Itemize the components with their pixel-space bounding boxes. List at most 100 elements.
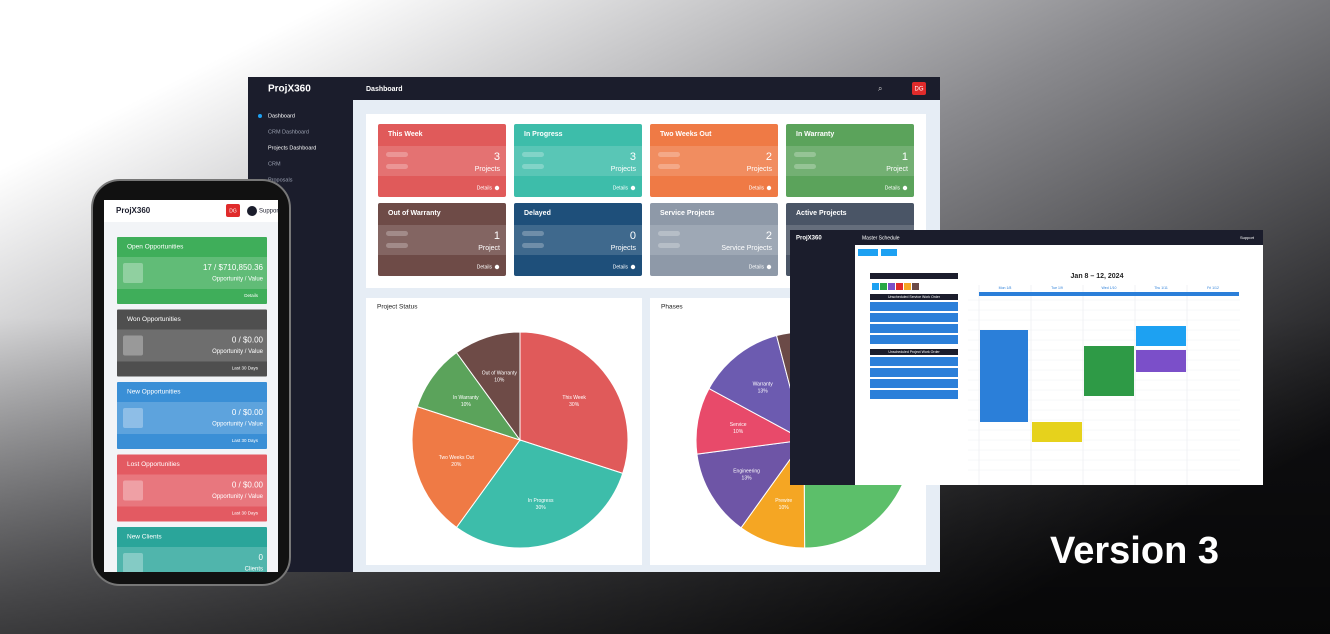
slice-value: 10% bbox=[494, 378, 505, 384]
card-link[interactable]: Last 30 Days bbox=[232, 438, 259, 443]
event[interactable] bbox=[980, 330, 1028, 422]
card-body bbox=[378, 146, 506, 176]
employee-chip[interactable] bbox=[912, 283, 919, 290]
link-icon[interactable] bbox=[630, 264, 636, 270]
employee-chip[interactable] bbox=[904, 283, 911, 290]
pill bbox=[522, 164, 544, 169]
card-link[interactable]: Last 30 Days bbox=[232, 511, 259, 516]
pill bbox=[386, 152, 408, 157]
button[interactable] bbox=[858, 249, 878, 256]
sidebar-item[interactable]: CRM Dashboard bbox=[268, 129, 309, 135]
header-title: Dashboard bbox=[366, 86, 403, 93]
card-body bbox=[117, 257, 267, 289]
avatar: DG bbox=[915, 87, 924, 93]
slice-value: 30% bbox=[569, 402, 580, 408]
card bbox=[117, 454, 267, 522]
search-icon[interactable]: ⌕ bbox=[878, 84, 882, 93]
card-count: 1 bbox=[902, 151, 908, 163]
card bbox=[378, 124, 506, 197]
support[interactable]: Support bbox=[1240, 235, 1255, 240]
card-body bbox=[514, 225, 642, 255]
card-title: This Week bbox=[388, 131, 423, 138]
event[interactable] bbox=[1136, 350, 1186, 372]
work-order[interactable] bbox=[870, 324, 958, 333]
link-icon[interactable] bbox=[766, 185, 772, 191]
card-unit: Projects bbox=[747, 166, 773, 173]
slice-label: Service bbox=[730, 422, 747, 428]
link-icon[interactable] bbox=[902, 185, 908, 191]
event[interactable] bbox=[1084, 346, 1134, 396]
employee-chip[interactable] bbox=[872, 283, 879, 290]
card-link[interactable]: Details bbox=[749, 185, 765, 191]
pie-slice bbox=[696, 439, 806, 529]
work-order[interactable] bbox=[870, 368, 958, 377]
slice-label: Engineering bbox=[733, 469, 760, 475]
card-unit: Project bbox=[478, 245, 500, 252]
card-title: Lost Opportunities bbox=[127, 461, 181, 468]
button[interactable] bbox=[881, 249, 897, 256]
pill bbox=[522, 152, 544, 157]
card-value: 0 bbox=[259, 553, 264, 562]
pill bbox=[658, 231, 680, 236]
card-count: 0 bbox=[630, 230, 636, 242]
sidebar-item[interactable]: CRM bbox=[268, 161, 281, 167]
card-title: Delayed bbox=[524, 210, 551, 217]
card-link[interactable]: Details bbox=[244, 293, 259, 298]
card-link[interactable]: Details bbox=[885, 185, 901, 191]
event[interactable] bbox=[1032, 422, 1082, 442]
work-order[interactable] bbox=[870, 390, 958, 399]
work-order[interactable] bbox=[870, 379, 958, 388]
bullet bbox=[258, 114, 262, 118]
card-icon bbox=[123, 553, 143, 572]
card-count: 3 bbox=[630, 151, 636, 163]
card bbox=[117, 309, 267, 377]
card-subtitle: Clients bbox=[245, 567, 263, 573]
sidebar-item[interactable]: Projects Dashboard bbox=[268, 145, 316, 151]
card-body bbox=[786, 146, 914, 176]
card-body bbox=[514, 146, 642, 176]
employee-chip[interactable] bbox=[888, 283, 895, 290]
work-order[interactable] bbox=[870, 335, 958, 344]
help-icon[interactable] bbox=[247, 206, 257, 216]
card-body bbox=[650, 225, 778, 255]
card bbox=[117, 382, 267, 449]
work-order[interactable] bbox=[870, 313, 958, 322]
link-icon[interactable] bbox=[494, 185, 500, 191]
link-icon[interactable] bbox=[630, 185, 636, 191]
card-subtitle: Opportunity / Value bbox=[212, 349, 264, 355]
day-header: Mon 1/8 bbox=[999, 286, 1012, 290]
sidebar-item[interactable]: Proposals bbox=[268, 177, 293, 183]
phone: ProjX360 DG Support Open Opportunities 17… bbox=[91, 179, 291, 586]
employee-chip[interactable] bbox=[896, 283, 903, 290]
work-order[interactable] bbox=[870, 302, 958, 311]
card-link[interactable]: Details bbox=[613, 264, 629, 270]
card-title: Out of Warranty bbox=[388, 210, 441, 217]
pill bbox=[658, 243, 680, 248]
card-body bbox=[117, 474, 267, 507]
card bbox=[378, 203, 506, 276]
day-header: Fri 1/12 bbox=[1207, 286, 1219, 290]
card-title: Two Weeks Out bbox=[660, 131, 712, 138]
support[interactable]: Support bbox=[259, 209, 280, 215]
work-order[interactable] bbox=[870, 357, 958, 366]
card-link[interactable]: Details bbox=[477, 264, 493, 270]
slice-value: 20% bbox=[451, 462, 462, 468]
pill bbox=[386, 164, 408, 169]
card-link[interactable]: Details bbox=[613, 185, 629, 191]
card-link[interactable]: Details bbox=[749, 264, 765, 270]
employee-chip[interactable] bbox=[880, 283, 887, 290]
day-header: Wed 1/10 bbox=[1102, 286, 1117, 290]
sidebar-item[interactable]: Dashboard bbox=[268, 113, 295, 119]
title: Master Schedule bbox=[862, 235, 900, 241]
day-header: Tue 1/9 bbox=[1051, 286, 1063, 290]
link-icon[interactable] bbox=[494, 264, 500, 270]
card-icon bbox=[123, 263, 143, 283]
slice-value: 13% bbox=[742, 476, 753, 482]
card-link[interactable]: Details bbox=[477, 185, 493, 191]
card-link[interactable]: Last 30 Days bbox=[232, 366, 259, 371]
link-icon[interactable] bbox=[766, 264, 772, 270]
slice-value: 13% bbox=[758, 389, 769, 395]
event[interactable] bbox=[1136, 326, 1186, 346]
card bbox=[786, 124, 914, 197]
